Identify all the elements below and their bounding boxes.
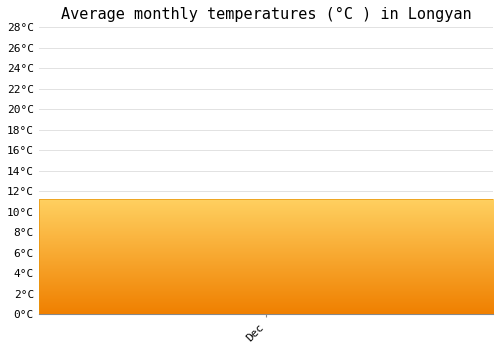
Bar	[39, 199, 493, 314]
Bar	[39, 199, 493, 314]
Title: Average monthly temperatures (°C ) in Longyan: Average monthly temperatures (°C ) in Lo…	[60, 7, 471, 22]
